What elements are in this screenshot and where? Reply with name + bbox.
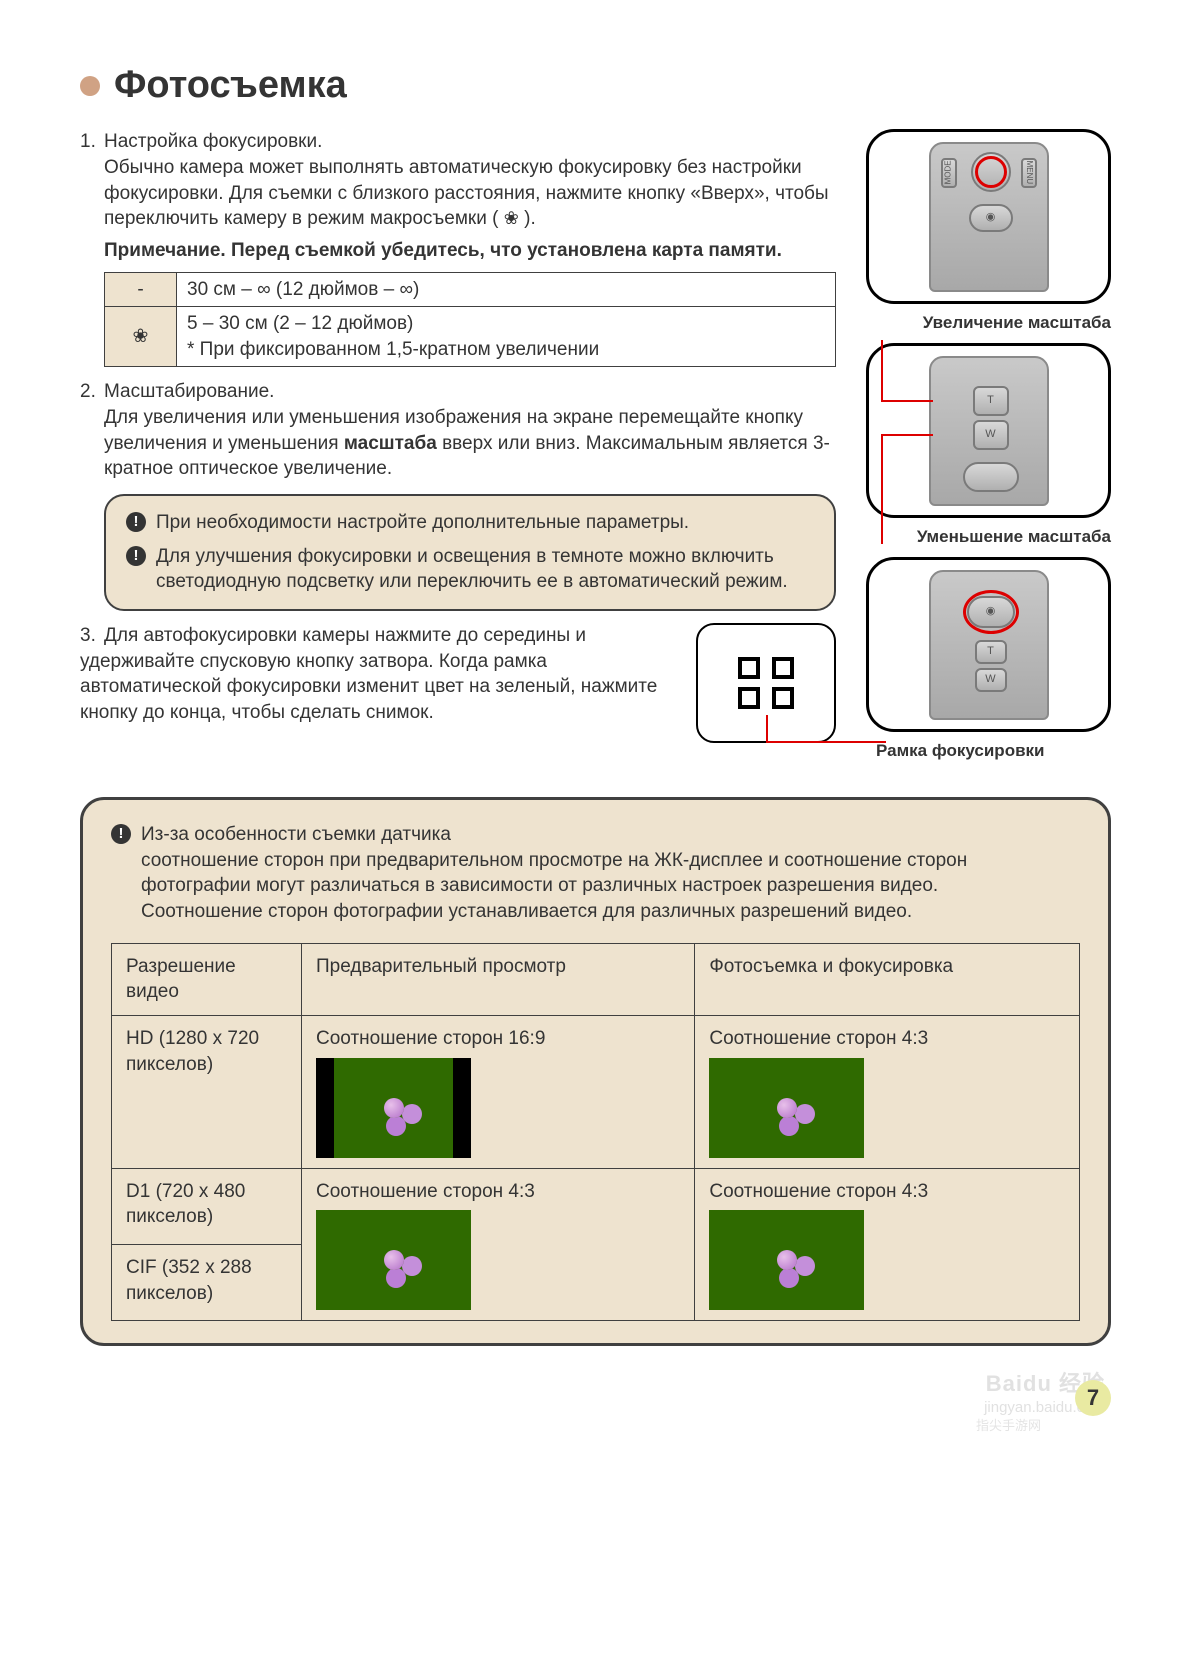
step-1: 1.Настройка фокусировки. Обычно камера м… (80, 129, 836, 367)
res-cif: CIF (352 x 288 пикселов) (112, 1244, 302, 1320)
mode-label: MODE (943, 161, 954, 185)
info-icon: ! (111, 824, 131, 844)
step-2-heading: Масштабирование. (104, 381, 274, 402)
thumbnail-4-3-icon (316, 1210, 471, 1310)
res-hd: HD (1280 x 720 пикселов) (112, 1015, 302, 1168)
page-title: Фотосъемка (114, 60, 347, 111)
col-header: Разрешение видео (112, 943, 302, 1015)
step-1-heading: Настройка фокусировки. (104, 131, 322, 152)
col-header: Фотосъемка и фокусировка (695, 943, 1080, 1015)
res-d1: D1 (720 x 480 пикселов) (112, 1168, 302, 1244)
step-3-body: Для автофокусировки камеры нажмите до се… (80, 625, 657, 723)
range-macro-text: 5 – 30 см (2 – 12 дюймов) * При фиксиров… (177, 307, 836, 367)
focus-distance-table: - 30 см – ∞ (12 дюймов – ∞) ❀ 5 – 30 см … (104, 272, 836, 368)
focus-frame-illustration (696, 623, 836, 743)
info-icon: ! (126, 512, 146, 532)
preview-hd: Соотношение сторон 16:9 (302, 1015, 695, 1168)
page-number: 7 (1075, 1380, 1111, 1416)
camera-top-illustration: MODE MENU ◉ (866, 129, 1111, 304)
corner-icon (772, 687, 794, 709)
thumbnail-4-3-icon (709, 1058, 864, 1158)
ratio-label: Соотношение сторон 4:3 (316, 1179, 680, 1205)
range-normal-icon: - (105, 272, 177, 307)
highlight-circle-icon (975, 156, 1007, 188)
info-icon: ! (126, 546, 146, 566)
col-header: Предварительный просмотр (302, 943, 695, 1015)
tip-row: ! При необходимости настройте дополнител… (126, 510, 814, 536)
page-title-row: Фотосъемка (80, 60, 1111, 111)
infobox-body: соотношение сторон при предварительном п… (141, 848, 1080, 925)
macro-icon: ❀ (504, 206, 519, 230)
step-2-body-bold: масштаба (344, 433, 437, 454)
step-number: 3. (80, 623, 104, 649)
aspect-ratio-info-box: ! Из-за особенности съемки датчика соотн… (80, 797, 1111, 1346)
range-normal-text: 30 см – ∞ (12 дюймов – ∞) (177, 272, 836, 307)
zoom-t-button: T (973, 386, 1009, 416)
table-row: HD (1280 x 720 пикселов) Соотношение сто… (112, 1015, 1080, 1168)
table-row: - 30 см – ∞ (12 дюймов – ∞) (105, 272, 836, 307)
zoom-out-caption: Уменьшение масштаба (866, 526, 1111, 549)
step-1-body-a: Обычно камера может выполнять автоматиче… (104, 157, 829, 229)
range-macro-icon: ❀ (105, 307, 177, 367)
step-1-body-b: ). (524, 208, 536, 229)
table-row: ❀ 5 – 30 см (2 – 12 дюймов) * При фиксир… (105, 307, 836, 367)
menu-label: MENU (1023, 161, 1034, 185)
corner-icon (738, 657, 760, 679)
zoom-w-button: W (973, 420, 1009, 450)
capture-hd: Соотношение сторон 4:3 (695, 1015, 1080, 1168)
page-footer: Baidu 经验 jingyan.baidu.com 7 指尖手游网 (80, 1356, 1111, 1416)
step-number: 1. (80, 129, 104, 155)
camera-zoom-illustration: T W (866, 343, 1111, 518)
capture-d1-cif: Соотношение сторон 4:3 (695, 1168, 1080, 1321)
table-row: Разрешение видео Предварительный просмот… (112, 943, 1080, 1015)
preview-d1-cif: Соотношение сторон 4:3 (302, 1168, 695, 1321)
thumbnail-16-9-icon (316, 1058, 471, 1158)
ratio-label: Соотношение сторон 4:3 (709, 1179, 1065, 1205)
corner-icon (738, 687, 760, 709)
watermark-sub: 指尖手游网 (976, 1417, 1041, 1435)
leader-line-icon (881, 400, 933, 402)
infobox-intro: Из-за особенности съемки датчика (141, 824, 451, 845)
zoom-in-caption: Увеличение масштаба (866, 312, 1111, 335)
table-row: D1 (720 x 480 пикселов) Соотношение стор… (112, 1168, 1080, 1244)
thumbnail-4-3-icon (709, 1210, 864, 1310)
camera-shutter-illustration: ◉ T W (866, 557, 1111, 732)
step-number: 2. (80, 379, 104, 405)
tip-2-text: Для улучшения фокусировки и освещения в … (156, 544, 814, 595)
highlight-circle-icon (963, 590, 1019, 634)
title-bullet-icon (80, 76, 100, 96)
ratio-label: Соотношение сторон 16:9 (316, 1026, 680, 1052)
step-2: 2.Масштабирование. Для увеличения или ум… (80, 379, 836, 610)
step-3: 3.Для автофокусировки камеры нажмите до … (80, 623, 836, 743)
range-macro-line1: 5 – 30 см (2 – 12 дюймов) (187, 311, 825, 337)
step-1-note: Примечание. Перед съемкой убедитесь, что… (104, 238, 836, 264)
ratio-label: Соотношение сторон 4:3 (709, 1026, 1065, 1052)
tip-row: ! Для улучшения фокусировки и освещения … (126, 544, 814, 595)
focus-frame-caption: Рамка фокусировки (866, 740, 1111, 763)
corner-icon (772, 657, 794, 679)
tip-1-text: При необходимости настройте дополнительн… (156, 510, 689, 536)
tips-box: ! При необходимости настройте дополнител… (104, 494, 836, 611)
resolution-table: Разрешение видео Предварительный просмот… (111, 943, 1080, 1322)
range-macro-line2: * При фиксированном 1,5-кратном увеличен… (187, 337, 825, 363)
